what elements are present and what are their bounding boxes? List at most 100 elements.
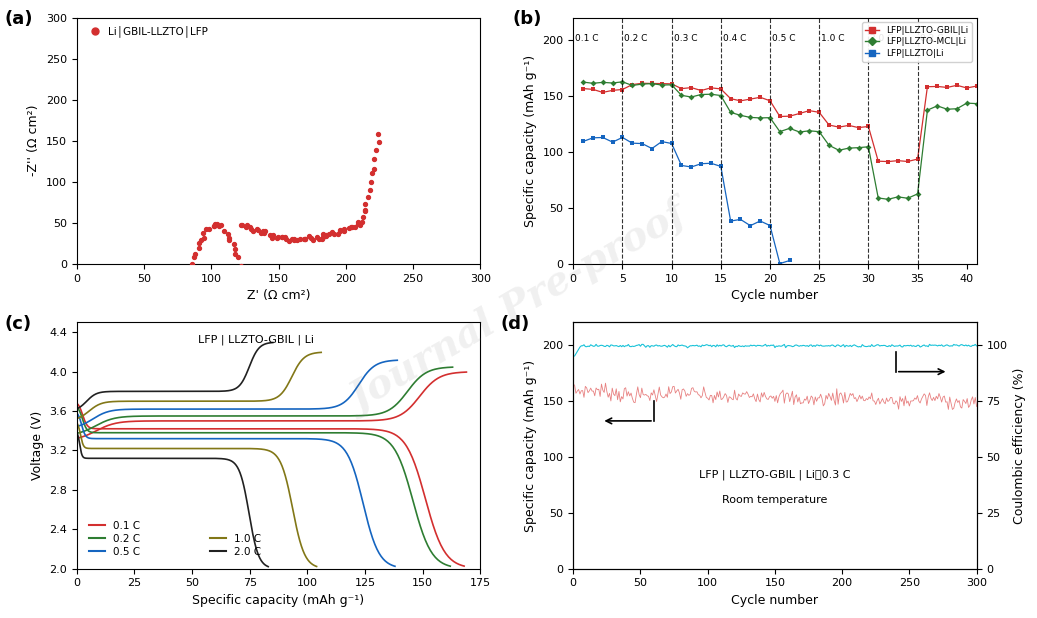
Legend: Li│GBIL-LLZTO│LFP: Li│GBIL-LLZTO│LFP — [82, 23, 211, 39]
Point — [324, 227, 340, 237]
Point — [226, 244, 243, 254]
Point — [336, 224, 353, 234]
Point — [332, 226, 348, 235]
Point — [255, 226, 272, 235]
Point — [208, 219, 225, 229]
Point — [370, 129, 387, 139]
Point — [186, 252, 202, 261]
Point — [285, 234, 302, 244]
Point — [233, 220, 250, 230]
Point — [305, 235, 321, 245]
Point — [357, 200, 373, 210]
Point — [318, 231, 335, 240]
Point — [226, 250, 243, 260]
Point — [280, 235, 297, 245]
Point — [245, 226, 261, 236]
Point — [221, 235, 237, 245]
Point — [191, 239, 207, 248]
Point — [270, 232, 286, 242]
Y-axis label: -Z'' (Ω cm²): -Z'' (Ω cm²) — [27, 105, 40, 176]
Point — [257, 226, 274, 236]
Y-axis label: Specific capacity (mAh g⁻¹): Specific capacity (mAh g⁻¹) — [524, 54, 537, 227]
Point — [239, 220, 255, 230]
Y-axis label: Specific capacity (mAh g⁻¹): Specific capacity (mAh g⁻¹) — [524, 360, 537, 531]
Text: LFP | LLZTO-GBIL | Li: LFP | LLZTO-GBIL | Li — [198, 335, 314, 345]
Point — [221, 234, 237, 243]
Point — [239, 222, 255, 232]
Text: 0.2 C: 0.2 C — [624, 35, 648, 43]
Point — [326, 229, 342, 239]
Point — [219, 229, 235, 239]
Text: (a): (a) — [4, 11, 33, 28]
Point — [207, 219, 224, 229]
Y-axis label: Coulombic efficiency (%): Coulombic efficiency (%) — [1013, 367, 1026, 523]
Point — [249, 224, 265, 234]
Point — [191, 243, 207, 253]
Point — [309, 232, 326, 242]
Point — [291, 234, 308, 244]
Point — [341, 223, 358, 233]
Point — [242, 222, 258, 232]
Point — [278, 234, 295, 244]
Point — [303, 234, 319, 243]
Point — [301, 231, 317, 241]
X-axis label: Cycle number: Cycle number — [731, 289, 818, 302]
X-axis label: Z' (Ω cm²): Z' (Ω cm²) — [247, 289, 310, 302]
Text: (c): (c) — [4, 315, 31, 333]
Text: (d): (d) — [501, 315, 530, 333]
Point — [364, 168, 381, 178]
Point — [277, 232, 293, 242]
Point — [250, 225, 267, 235]
Point — [214, 220, 230, 230]
Point — [274, 232, 290, 242]
Point — [331, 226, 347, 236]
Point — [296, 234, 312, 244]
Point — [289, 235, 306, 245]
Text: 0.5 C: 0.5 C — [772, 35, 795, 43]
Point — [200, 224, 217, 234]
Point — [349, 217, 366, 227]
Point — [354, 217, 370, 227]
X-axis label: Specific capacity (mAh g⁻¹): Specific capacity (mAh g⁻¹) — [193, 594, 365, 607]
Point — [263, 233, 280, 243]
Point — [230, 252, 247, 262]
Point — [365, 154, 382, 164]
Point — [274, 232, 290, 242]
Point — [342, 222, 359, 232]
Point — [352, 220, 368, 230]
Point — [363, 177, 380, 187]
Point — [205, 221, 222, 231]
Text: 0.2 C: 0.2 C — [920, 35, 943, 43]
Point — [357, 205, 373, 215]
Point — [193, 235, 209, 245]
Point — [297, 234, 313, 244]
Point — [265, 231, 282, 240]
Text: 2.0 C: 2.0 C — [870, 35, 894, 43]
Point — [355, 213, 371, 222]
Point — [314, 229, 331, 239]
Point — [269, 232, 285, 242]
Point — [225, 239, 242, 249]
X-axis label: Cycle number: Cycle number — [731, 594, 818, 607]
Text: 0.4 C: 0.4 C — [723, 35, 747, 43]
Y-axis label: Voltage (V): Voltage (V) — [31, 411, 44, 480]
Point — [349, 219, 366, 229]
Point — [297, 234, 313, 244]
Legend: 1.0 C, 2.0 C: 1.0 C, 2.0 C — [206, 530, 265, 561]
Text: 0.1 C: 0.1 C — [576, 35, 598, 43]
Point — [285, 235, 302, 245]
Point — [310, 234, 327, 244]
Point — [360, 192, 376, 202]
Point — [318, 232, 335, 242]
Point — [357, 206, 373, 216]
Point — [321, 229, 338, 239]
Point — [313, 234, 330, 244]
Point — [255, 228, 272, 238]
Point — [234, 219, 251, 229]
Text: (b): (b) — [512, 11, 542, 28]
Point — [216, 226, 232, 236]
Point — [187, 249, 203, 259]
Point — [361, 185, 377, 195]
Point — [336, 226, 353, 236]
Point — [212, 221, 228, 231]
